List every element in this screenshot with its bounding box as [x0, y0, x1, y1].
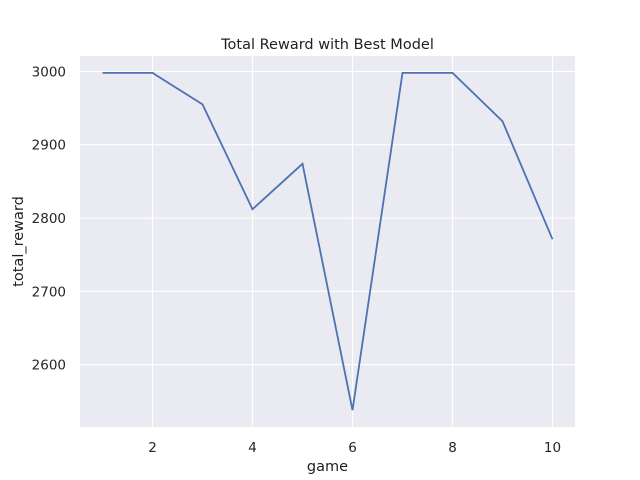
y-tick-label: 2900	[32, 138, 66, 154]
y-axis-label: total_reward	[11, 196, 27, 287]
series-line-0	[102, 71, 554, 411]
y-tick-label: 3000	[32, 64, 66, 80]
y-tick-label: 2600	[32, 358, 66, 374]
series-layer	[102, 71, 554, 411]
plot-area	[80, 56, 575, 427]
x-tick-label: 10	[544, 440, 561, 456]
chart-title: Total Reward with Best Model	[220, 37, 434, 53]
x-tick-label: 2	[148, 440, 157, 456]
x-axis-label: game	[307, 459, 348, 475]
y-tick-label: 2800	[32, 211, 66, 227]
tick-layer: 2 4 6 8 10 2600 2700 2800 2900 3000	[32, 64, 561, 456]
x-tick-label: 6	[348, 440, 357, 456]
x-tick-label: 8	[448, 440, 457, 456]
grid-layer	[80, 56, 575, 427]
y-tick-label: 2700	[32, 284, 66, 300]
x-tick-label: 4	[248, 440, 257, 456]
